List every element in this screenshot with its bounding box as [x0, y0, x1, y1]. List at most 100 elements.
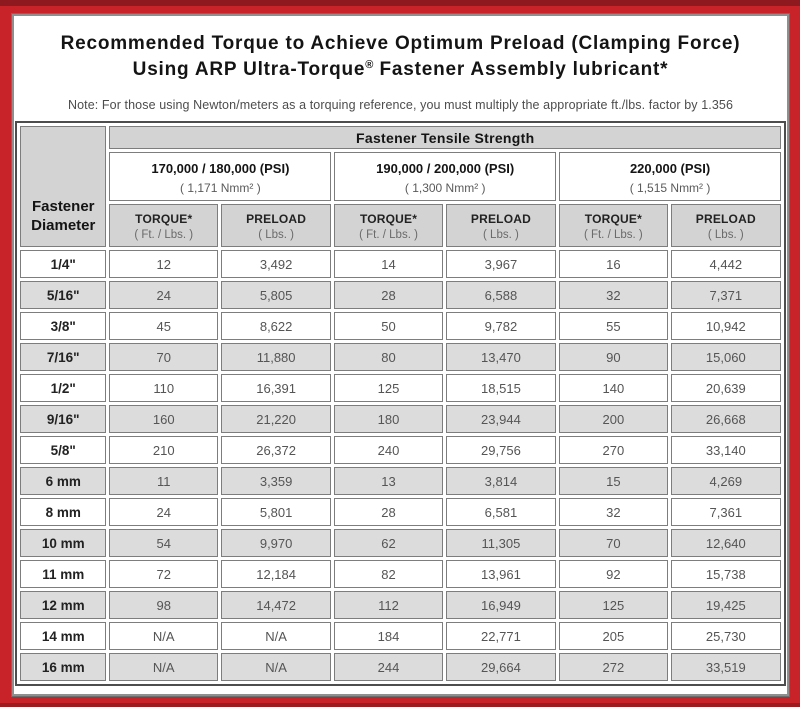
- preload-value-cell: 5,805: [220, 281, 332, 309]
- title-note: Note: For those using Newton/meters as a…: [67, 98, 733, 112]
- table-row: 1/2" 110 16,391 125 18,515 140 20,639: [20, 374, 781, 402]
- registered-trademark-symbol: ®: [365, 59, 374, 71]
- preload-value-cell: N/A: [220, 653, 332, 681]
- torque-value-cell: 70: [559, 529, 668, 557]
- preload-value-cell: 9,782: [445, 312, 557, 340]
- preload-value-cell: 14,472: [220, 591, 332, 619]
- torque-value-cell: 112: [334, 591, 443, 619]
- row-diameter-cell: 11 mm: [20, 560, 107, 588]
- preload-value-cell: 33,519: [670, 653, 781, 681]
- preload-value-cell: 6,588: [445, 281, 557, 309]
- row-diameter-cell: 7/16": [20, 343, 107, 371]
- preload-value-cell: 23,944: [445, 405, 557, 433]
- preload-value-cell: 29,756: [445, 436, 557, 464]
- preload-value-cell: 11,880: [220, 343, 332, 371]
- table-row: 14 mm N/A N/A 184 22,771 205 25,730: [20, 622, 781, 650]
- nmm-label: ( 1,171 Nmm² ): [180, 180, 261, 195]
- preload-label: PRELOAD: [246, 212, 307, 226]
- preload-value-cell: 25,730: [670, 622, 781, 650]
- preload-value-cell: 33,140: [670, 436, 781, 464]
- torque-value-cell: 240: [334, 436, 443, 464]
- title-block: Recommended Torque to Achieve Optimum Pr…: [14, 16, 787, 112]
- torque-value-cell: N/A: [109, 622, 218, 650]
- torque-spec-table: Fastener Diameter Fastener Tensile Stren…: [15, 121, 786, 686]
- torque-value-cell: 32: [559, 281, 668, 309]
- preload-value-cell: 3,492: [220, 250, 332, 278]
- tensile-strength-header: Fastener Tensile Strength: [109, 126, 781, 149]
- torque-value-cell: 200: [559, 405, 668, 433]
- table-row: 16 mm N/A N/A 244 29,664 272 33,519: [20, 653, 781, 681]
- psi-label: 220,000 (PSI): [629, 160, 711, 176]
- torque-column-header: TORQUE* ( Ft. / Lbs. ): [109, 204, 218, 247]
- preload-value-cell: 19,425: [670, 591, 781, 619]
- torque-value-cell: 160: [109, 405, 218, 433]
- psi-rating-header-190: 190,000 / 200,000 (PSI) ( 1,300 Nmm² ): [334, 152, 557, 201]
- row-diameter-cell: 5/16": [20, 281, 107, 309]
- row-diameter-cell: 1/4": [20, 250, 107, 278]
- torque-value-cell: 13: [334, 467, 443, 495]
- table-row: 1/4" 12 3,492 14 3,967 16 4,442: [20, 250, 781, 278]
- row-diameter-cell: 1/2": [20, 374, 107, 402]
- torque-value-cell: 110: [109, 374, 218, 402]
- fastener-diameter-header: Fastener Diameter: [20, 126, 107, 247]
- fastener-diameter-label-line1: Fastener: [31, 198, 95, 215]
- preload-value-cell: N/A: [220, 622, 332, 650]
- title-line2-text: Using ARP Ultra-Torque: [132, 59, 366, 80]
- torque-unit-label: ( Ft. / Lbs. ): [359, 229, 418, 241]
- row-diameter-cell: 9/16": [20, 405, 107, 433]
- page-title-line1: Recommended Torque to Achieve Optimum Pr…: [60, 33, 741, 54]
- preload-value-cell: 22,771: [445, 622, 557, 650]
- preload-value-cell: 16,949: [445, 591, 557, 619]
- preload-column-header: PRELOAD ( Lbs. ): [220, 204, 332, 247]
- table-row: 7/16" 70 11,880 80 13,470 90 15,060: [20, 343, 781, 371]
- preload-column-header: PRELOAD ( Lbs. ): [445, 204, 557, 247]
- torque-label: TORQUE*: [359, 212, 418, 226]
- torque-value-cell: 28: [334, 498, 443, 526]
- fastener-diameter-label-line2: Diameter: [31, 217, 96, 234]
- preload-unit-label: ( Lbs. ): [707, 229, 744, 241]
- torque-unit-label: ( Ft. / Lbs. ): [583, 229, 643, 241]
- torque-value-cell: 210: [109, 436, 218, 464]
- preload-value-cell: 26,668: [670, 405, 781, 433]
- psi-rating-row: 170,000 / 180,000 (PSI) ( 1,171 Nmm² ) 1…: [20, 152, 781, 201]
- preload-value-cell: 13,470: [445, 343, 557, 371]
- psi-label: 190,000 / 200,000 (PSI): [376, 160, 515, 176]
- torque-value-cell: 54: [109, 529, 218, 557]
- preload-value-cell: 15,738: [670, 560, 781, 588]
- psi-label: 170,000 / 180,000 (PSI): [151, 160, 290, 176]
- torque-value-cell: 184: [334, 622, 443, 650]
- torque-value-cell: 82: [334, 560, 443, 588]
- torque-value-cell: 24: [109, 281, 218, 309]
- torque-label: TORQUE*: [135, 212, 193, 226]
- torque-value-cell: 32: [559, 498, 668, 526]
- content-panel: Recommended Torque to Achieve Optimum Pr…: [12, 14, 789, 696]
- torque-value-cell: 205: [559, 622, 668, 650]
- psi-rating-header-220: 220,000 (PSI) ( 1,515 Nmm² ): [559, 152, 781, 201]
- torque-value-cell: 180: [334, 405, 443, 433]
- torque-value-cell: 80: [334, 343, 443, 371]
- torque-value-cell: 140: [559, 374, 668, 402]
- preload-value-cell: 18,515: [445, 374, 557, 402]
- preload-value-cell: 13,961: [445, 560, 557, 588]
- torque-value-cell: 244: [334, 653, 443, 681]
- row-diameter-cell: 6 mm: [20, 467, 107, 495]
- preload-value-cell: 29,664: [445, 653, 557, 681]
- preload-value-cell: 11,305: [445, 529, 557, 557]
- table-row: 9/16" 160 21,220 180 23,944 200 26,668: [20, 405, 781, 433]
- table-row: 8 mm 24 5,801 28 6,581 32 7,361: [20, 498, 781, 526]
- table-row: 12 mm 98 14,472 112 16,949 125 19,425: [20, 591, 781, 619]
- torque-value-cell: 24: [109, 498, 218, 526]
- torque-value-cell: 70: [109, 343, 218, 371]
- torque-value-cell: 62: [334, 529, 443, 557]
- torque-value-cell: 16: [559, 250, 668, 278]
- row-diameter-cell: 5/8": [20, 436, 107, 464]
- row-diameter-cell: 10 mm: [20, 529, 107, 557]
- torque-value-cell: 14: [334, 250, 443, 278]
- preload-value-cell: 4,269: [670, 467, 781, 495]
- torque-value-cell: 272: [559, 653, 668, 681]
- torque-label: TORQUE*: [584, 212, 642, 226]
- nmm-label: ( 1,515 Nmm² ): [629, 180, 711, 195]
- torque-value-cell: 15: [559, 467, 668, 495]
- preload-unit-label: ( Lbs. ): [483, 229, 519, 241]
